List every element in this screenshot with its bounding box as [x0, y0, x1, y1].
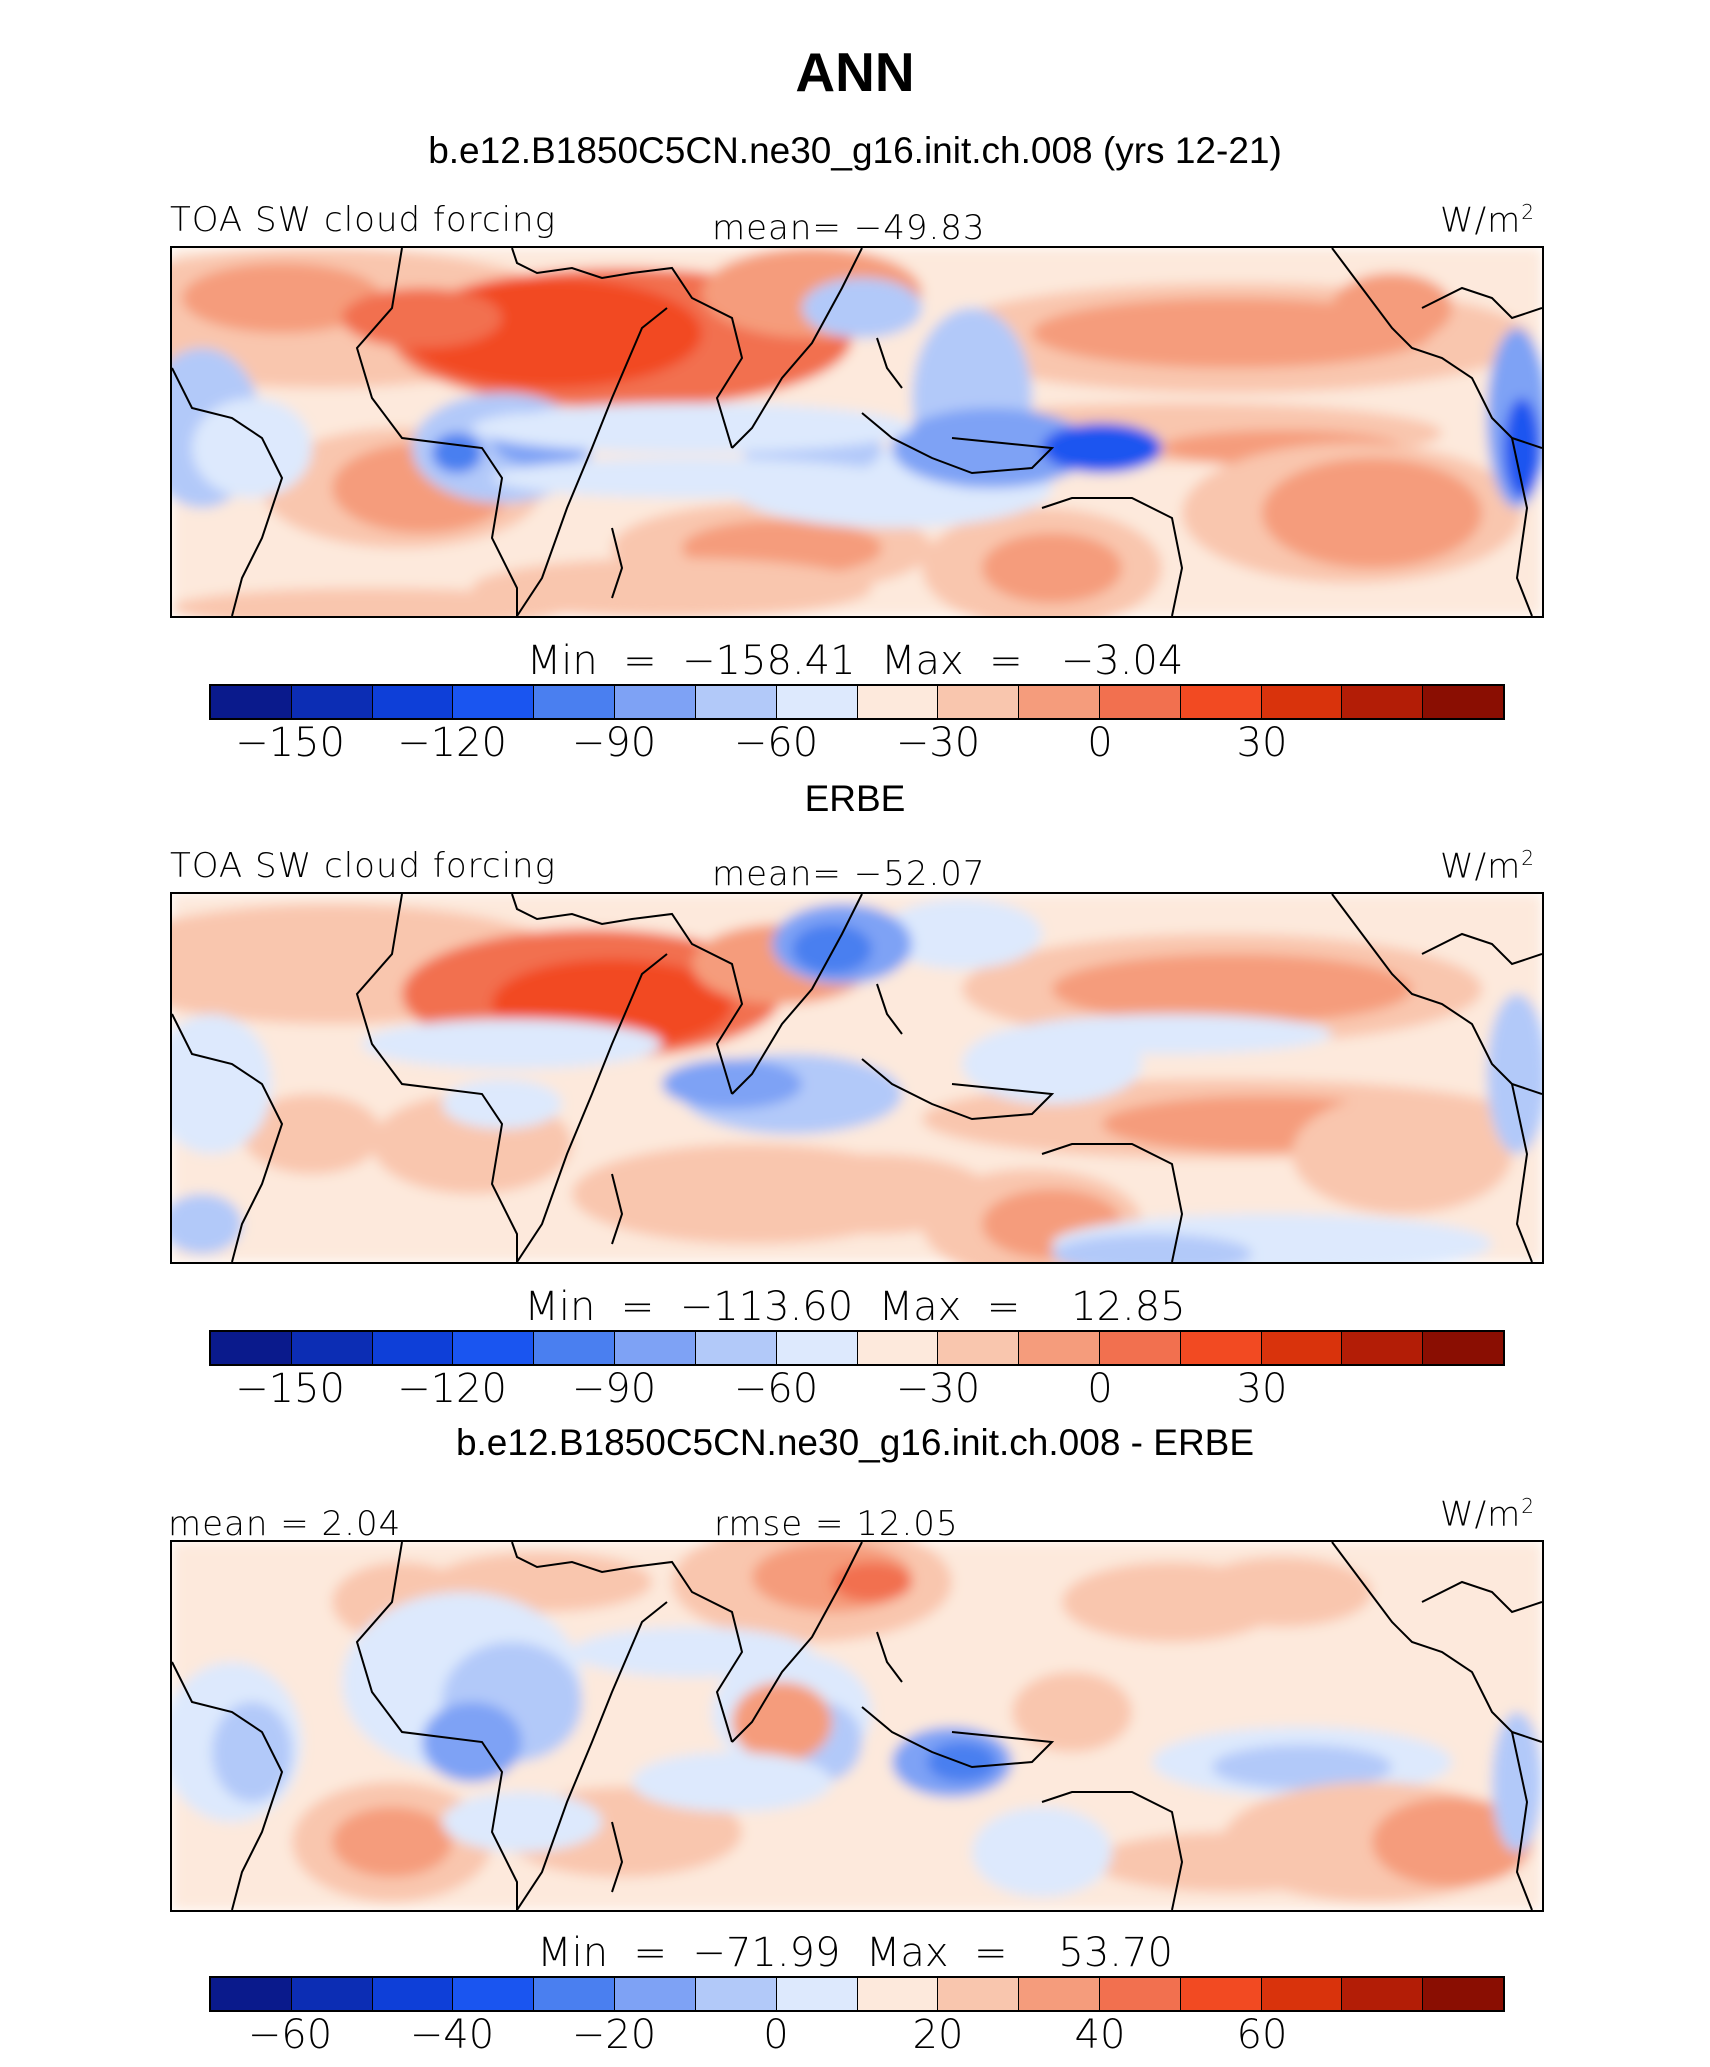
colorbar-ticks-obs: −150 −120 −90 −60 −30 0 30	[0, 1366, 1710, 1416]
panel-mean-obs: mean= −52.07	[712, 854, 986, 894]
colorbar-tick-label: −120	[397, 720, 507, 766]
colorbar-bin	[857, 686, 939, 718]
colorbar-bin	[372, 1978, 454, 2010]
colorbar-bin	[291, 1332, 373, 1364]
panel-title-model: b.e12.B1850C5CN.ne30_g16.init.ch.008 (yr…	[428, 130, 1282, 171]
min-max-obs: Min = −113.60 Max = 12.85	[524, 1284, 1186, 1330]
colorbar-bin	[211, 1978, 292, 2010]
map-diff	[170, 1540, 1544, 1912]
colorbar-tick-label: −90	[571, 720, 657, 766]
colorbar-bin	[857, 1332, 939, 1364]
colorbar-ticks-diff: −60 −40 −20 0 20 40 60	[0, 2012, 1710, 2062]
colorbar-ticks-model: −150 −120 −90 −60 −30 0 30	[0, 720, 1710, 770]
panel-left-label-model: TOA SW cloud forcing	[170, 200, 556, 240]
figure-title: ANN	[795, 41, 915, 103]
colorbar-tick-label: 20	[912, 2012, 964, 2058]
panel-title-diff: b.e12.B1850C5CN.ne30_g16.init.ch.008 - E…	[455, 1422, 1255, 1463]
panel-units-obs: W/m2	[1440, 846, 1535, 887]
colorbar-bin	[776, 1332, 858, 1364]
colorbar-tick-label: −150	[235, 1366, 345, 1412]
colorbar-bin	[1261, 1332, 1343, 1364]
min-max-diff: Min = −71.99 Max = 53.70	[537, 1930, 1173, 1976]
panel-mean-diff: mean = 2.04	[168, 1504, 402, 1544]
colorbar-tick-label: −60	[247, 2012, 333, 2058]
colorbar-obs	[209, 1330, 1505, 1366]
colorbar-tick-label: 0	[763, 2012, 789, 2058]
map-obs	[170, 892, 1544, 1264]
colorbar-bin	[1099, 686, 1181, 718]
colorbar-bin	[453, 1332, 535, 1364]
colorbar-bin	[615, 1332, 696, 1364]
colorbar-bin	[453, 1978, 535, 2010]
panel-units-model: W/m2	[1440, 200, 1535, 241]
colorbar-bin	[1180, 1978, 1262, 2010]
colorbar-bin	[1342, 686, 1424, 718]
colorbar-bin	[776, 1978, 858, 2010]
colorbar-bin	[211, 686, 292, 718]
colorbar-bin	[938, 686, 1020, 718]
colorbar-bin	[1099, 1332, 1181, 1364]
colorbar-bin	[938, 1978, 1020, 2010]
colorbar-tick-label: −90	[571, 1366, 657, 1412]
colorbar-bin	[534, 1978, 616, 2010]
colorbar-bin	[1180, 1332, 1262, 1364]
colorbar-bin	[1261, 686, 1343, 718]
colorbar-bin	[291, 1978, 373, 2010]
colorbar-bin	[211, 1332, 292, 1364]
colorbar-bin	[1019, 686, 1100, 718]
colorbar-bin	[534, 686, 616, 718]
colorbar-bin	[1423, 1978, 1503, 2010]
map-field	[172, 248, 1542, 616]
panel-left-label-obs: TOA SW cloud forcing	[170, 846, 556, 886]
colorbar-bin	[1180, 686, 1262, 718]
map-model	[170, 246, 1544, 618]
colorbar-bin	[695, 686, 777, 718]
colorbar-bin	[453, 686, 535, 718]
panel-rmse-diff: rmse = 12.05	[714, 1504, 959, 1544]
colorbar-tick-label: −40	[409, 2012, 495, 2058]
colorbar-bin	[615, 686, 696, 718]
min-max-model: Min = −158.41 Max = −3.04	[526, 638, 1184, 684]
panel-title-obs: ERBE	[804, 778, 906, 819]
colorbar-tick-label: −30	[895, 1366, 981, 1412]
colorbar-bin	[938, 1332, 1020, 1364]
colorbar-bin	[372, 686, 454, 718]
colorbar-bin	[1019, 1332, 1100, 1364]
colorbar-bin	[857, 1978, 939, 2010]
colorbar-tick-label: 0	[1087, 720, 1113, 766]
colorbar-bin	[1423, 1332, 1503, 1364]
colorbar-tick-label: −30	[895, 720, 981, 766]
colorbar-bin	[291, 686, 373, 718]
colorbar-tick-label: −120	[397, 1366, 507, 1412]
colorbar-model	[209, 684, 1505, 720]
colorbar-bin	[1099, 1978, 1181, 2010]
colorbar-bin	[534, 1332, 616, 1364]
colorbar-bin	[1342, 1332, 1424, 1364]
map-field	[172, 894, 1542, 1262]
colorbar-tick-label: −60	[733, 1366, 819, 1412]
map-field	[172, 1542, 1542, 1910]
colorbar-tick-label: 30	[1236, 1366, 1288, 1412]
colorbar-bin	[1423, 686, 1503, 718]
colorbar-bin	[695, 1332, 777, 1364]
colorbar-tick-label: 60	[1236, 2012, 1288, 2058]
colorbar-bin	[1261, 1978, 1343, 2010]
colorbar-bin	[1019, 1978, 1100, 2010]
colorbar-tick-label: −20	[571, 2012, 657, 2058]
colorbar-bin	[615, 1978, 696, 2010]
colorbar-tick-label: −150	[235, 720, 345, 766]
colorbar-bin	[776, 686, 858, 718]
colorbar-tick-label: 40	[1074, 2012, 1126, 2058]
colorbar-tick-label: 0	[1087, 1366, 1113, 1412]
colorbar-tick-label: 30	[1236, 720, 1288, 766]
colorbar-bin	[372, 1332, 454, 1364]
panel-units-diff: W/m2	[1440, 1494, 1535, 1535]
colorbar-bin	[1342, 1978, 1424, 2010]
panel-mean-model: mean= −49.83	[712, 208, 986, 248]
colorbar-diff	[209, 1976, 1505, 2012]
colorbar-bin	[695, 1978, 777, 2010]
colorbar-tick-label: −60	[733, 720, 819, 766]
